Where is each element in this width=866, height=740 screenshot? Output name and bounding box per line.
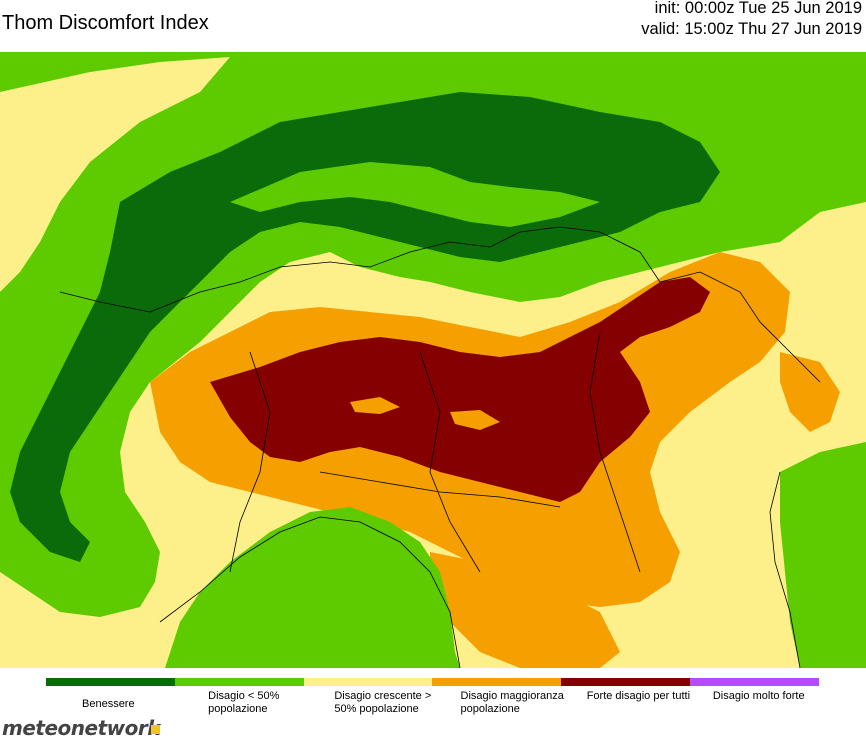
red-zone-hole-2 — [450, 410, 500, 430]
legend-swatch-lt50 — [174, 678, 304, 686]
legend-label-forte: Forte disagio per tutti — [586, 690, 691, 702]
border-lines — [59, 226, 821, 668]
nw-yellow-zone — [0, 57, 230, 292]
ligurian-sea-green-zone — [165, 507, 460, 668]
legend-swatch-maggioranza — [432, 678, 562, 686]
brand-square-icon — [151, 725, 160, 734]
red-zone-hole-1 — [350, 397, 400, 414]
init-time: init: 00:00z Tue 25 Jun 2019 — [654, 0, 862, 17]
legend-label-lt50: Disagio < 50% popolazione — [208, 690, 280, 715]
map-title: Thom Discomfort Index — [2, 12, 209, 34]
region-border-4 — [319, 471, 561, 508]
legend-label-benessere: Benessere — [82, 698, 135, 710]
region-border-1 — [229, 351, 271, 573]
legend-swatch-forte — [561, 678, 691, 686]
legend-swatch-molto-forte — [690, 678, 819, 686]
national-border — [59, 226, 821, 383]
po-valley-red-zone — [210, 277, 710, 502]
region-border-3 — [589, 331, 641, 573]
region-border-2 — [419, 351, 481, 573]
apennine-orange-zone — [430, 552, 620, 668]
run-info: init: 00:00z Tue 25 Jun 2019 valid: 15:0… — [641, 0, 862, 40]
legend-swatch-crescente — [303, 678, 433, 686]
legend-label-crescente: Disagio crescente > 50% popolazione — [334, 690, 432, 715]
coastline — [159, 516, 461, 668]
valid-time: valid: 15:00z Thu 27 Jun 2019 — [641, 20, 862, 38]
adriatic-sea-green-zone — [780, 442, 866, 668]
legend-swatch-benessere — [46, 678, 175, 686]
legend-color-bar — [46, 678, 819, 686]
legend-labels: Benessere Disagio < 50% popolazione Disa… — [46, 690, 819, 716]
adriatic-coast — [769, 471, 801, 668]
legend-label-molto-forte: Disagio molto forte — [712, 690, 805, 702]
east-orange-zone — [780, 352, 840, 432]
brand-logo: meteonetwork — [2, 716, 161, 740]
alps-mid-green-zone — [230, 162, 600, 227]
legend-label-maggioranza: Disagio maggioranza popolazione — [460, 690, 564, 715]
discomfort-map — [0, 52, 866, 668]
